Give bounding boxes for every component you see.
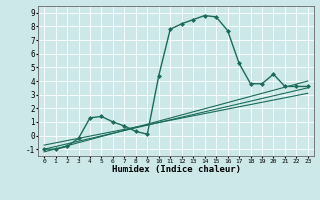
X-axis label: Humidex (Indice chaleur): Humidex (Indice chaleur)	[111, 165, 241, 174]
